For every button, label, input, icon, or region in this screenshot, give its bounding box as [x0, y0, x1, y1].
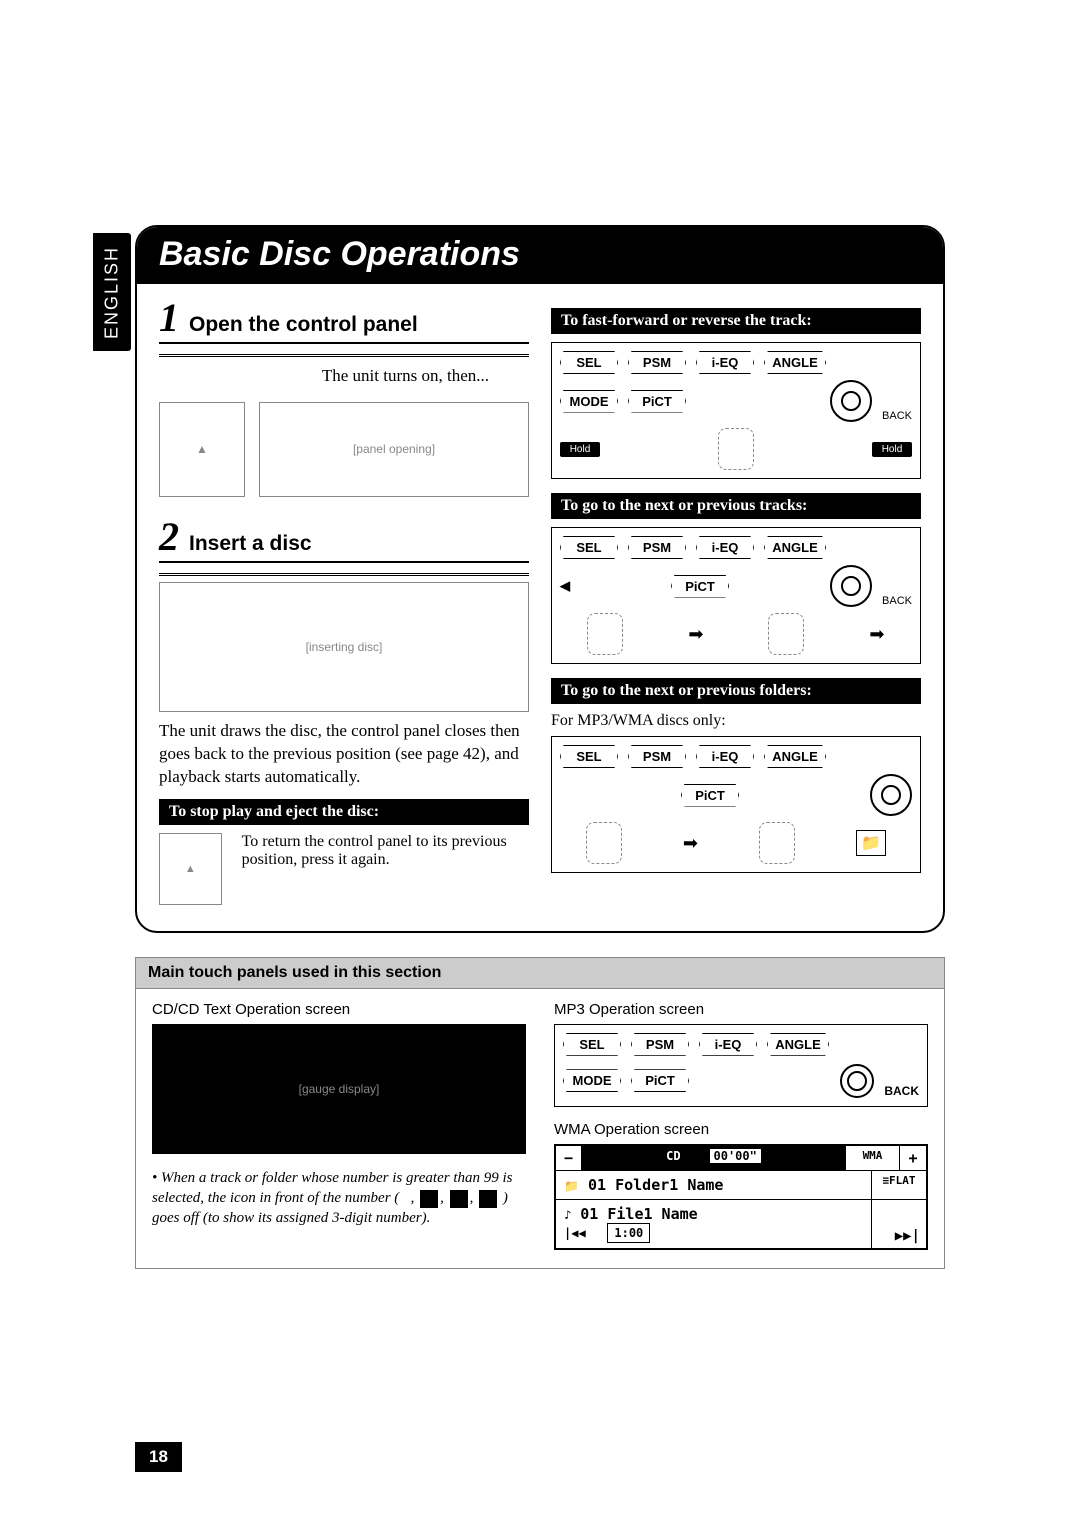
- pict-button[interactable]: PiCT: [631, 1069, 689, 1092]
- plus-button[interactable]: +: [900, 1146, 926, 1170]
- pict-button[interactable]: PiCT: [671, 575, 729, 598]
- folder-line: 01 Folder1 Name: [588, 1176, 723, 1194]
- dial-icon[interactable]: [830, 565, 872, 607]
- angle-button[interactable]: ANGLE: [767, 1033, 829, 1056]
- mp3-operation-screen: SEL PSM i-EQ ANGLE MODE PiCT BACK: [554, 1024, 928, 1107]
- step-1-text: The unit turns on, then...: [159, 365, 529, 388]
- mp3-screen-caption: MP3 Operation screen: [554, 1001, 928, 1018]
- sel-button[interactable]: SEL: [560, 536, 618, 559]
- angle-button[interactable]: ANGLE: [764, 536, 826, 559]
- page-number: 18: [135, 1442, 182, 1472]
- forward-arrow-icon: ➡: [683, 833, 698, 854]
- wma-operation-screen: − CD 00'00" WMA + 📁 01 Folder1 Name: [554, 1144, 928, 1250]
- touch-panels-box: Main touch panels used in this section C…: [135, 957, 945, 1269]
- next-track-panel-illustration: SEL PSM i-EQ ANGLE ◀ PiCT BACK: [551, 527, 921, 664]
- note-icon: [420, 1190, 438, 1208]
- cd-label: CD: [666, 1149, 680, 1163]
- dial-icon[interactable]: [840, 1064, 874, 1098]
- ieq-button[interactable]: i-EQ: [696, 536, 754, 559]
- step-2-header: 2 Insert a disc: [159, 517, 529, 563]
- pict-button[interactable]: PiCT: [681, 784, 739, 807]
- dial-icon[interactable]: [830, 380, 872, 422]
- eject-note: To return the control panel to its previ…: [242, 833, 529, 869]
- sel-button[interactable]: SEL: [560, 745, 618, 768]
- main-instruction-box: Basic Disc Operations 1 Open the control…: [135, 225, 945, 933]
- language-tab: ENGLISH: [93, 233, 131, 351]
- next-folder-panel-illustration: SEL PSM i-EQ ANGLE PiCT: [551, 736, 921, 873]
- next-folder-bar: To go to the next or previous folders:: [551, 678, 921, 704]
- ieq-button[interactable]: i-EQ: [696, 351, 754, 374]
- sel-button[interactable]: SEL: [560, 351, 618, 374]
- ieq-button[interactable]: i-EQ: [699, 1033, 757, 1056]
- elapsed-time: 1:00: [607, 1223, 650, 1243]
- bottom-left-column: CD/CD Text Operation screen [gauge displ…: [152, 1001, 526, 1250]
- ff-panel-illustration: SEL PSM i-EQ ANGLE MODE PiCT BACK: [551, 342, 921, 479]
- pict-button[interactable]: PiCT: [628, 390, 686, 413]
- hand-cursor-icon: [586, 822, 622, 864]
- hand-cursor-icon: [768, 613, 804, 655]
- next-track-bar: To go to the next or previous tracks:: [551, 493, 921, 519]
- open-panel-illustration: [panel opening]: [259, 402, 529, 497]
- eject-press-illustration: ▲: [159, 833, 222, 905]
- insert-disc-illustration: [inserting disc]: [159, 582, 529, 712]
- cd-operation-screen: [gauge display]: [152, 1024, 526, 1154]
- bottom-right-column: MP3 Operation screen SEL PSM i-EQ ANGLE …: [554, 1001, 928, 1250]
- touch-panels-header: Main touch panels used in this section: [136, 958, 944, 989]
- sel-button[interactable]: SEL: [563, 1033, 621, 1056]
- step-2-number: 2: [159, 517, 179, 557]
- hand-cursor-icon: [718, 428, 754, 470]
- step-1-title: Open the control panel: [189, 313, 418, 337]
- step-1-header: 1 Open the control panel: [159, 298, 529, 344]
- track-number-note: • When a track or folder whose number is…: [152, 1168, 526, 1229]
- file-line: 01 File1 Name: [580, 1205, 697, 1223]
- eq-label: ≡FLAT: [872, 1171, 926, 1199]
- eject-bar: To stop play and eject the disc:: [159, 799, 529, 825]
- step-1-number: 1: [159, 298, 179, 338]
- back-label: BACK: [884, 1084, 919, 1098]
- hold-indicator-left: Hold: [560, 442, 600, 457]
- wma-screen-caption: WMA Operation screen: [554, 1121, 928, 1138]
- mode-button[interactable]: MODE: [560, 390, 618, 413]
- prev-arrow-icon[interactable]: ◀: [560, 578, 570, 594]
- ieq-button[interactable]: i-EQ: [696, 745, 754, 768]
- angle-button[interactable]: ANGLE: [764, 745, 826, 768]
- psm-button[interactable]: PSM: [631, 1033, 689, 1056]
- eject-button-illustration: ▲: [159, 402, 245, 497]
- psm-button[interactable]: PSM: [628, 351, 686, 374]
- psm-button[interactable]: PSM: [628, 745, 686, 768]
- prev-track-button[interactable]: |◀◀: [564, 1226, 586, 1240]
- psm-button[interactable]: PSM: [628, 536, 686, 559]
- hand-cursor-icon: [759, 822, 795, 864]
- back-label: BACK: [882, 595, 912, 607]
- folder-note: For MP3/WMA discs only:: [551, 712, 921, 730]
- track-time: 00'00": [710, 1149, 761, 1163]
- back-label: BACK: [882, 410, 912, 422]
- fast-forward-bar: To fast-forward or reverse the track:: [551, 308, 921, 334]
- mode-button[interactable]: MODE: [563, 1069, 621, 1092]
- angle-button[interactable]: ANGLE: [764, 351, 826, 374]
- dial-icon[interactable]: [870, 774, 912, 816]
- forward-arrow-icon: ➡: [688, 624, 703, 645]
- next-track-button[interactable]: ▶▶|: [895, 1228, 920, 1244]
- left-column: 1 Open the control panel The unit turns …: [159, 298, 529, 905]
- step-2-text: The unit draws the disc, the control pan…: [159, 720, 529, 789]
- page-title-banner: Basic Disc Operations: [137, 227, 943, 284]
- hold-indicator-right: Hold: [872, 442, 912, 457]
- right-column: To fast-forward or reverse the track: SE…: [551, 298, 921, 905]
- folder-icon: [479, 1190, 497, 1208]
- step-2-title: Insert a disc: [189, 532, 312, 556]
- hand-cursor-icon: [587, 613, 623, 655]
- disc-icon: [450, 1190, 468, 1208]
- minus-button[interactable]: −: [556, 1146, 582, 1170]
- forward-arrow-icon: ➡: [869, 624, 884, 645]
- cd-screen-caption: CD/CD Text Operation screen: [152, 1001, 526, 1018]
- folder-icon: 📁: [856, 830, 886, 856]
- codec-label: WMA: [846, 1146, 900, 1170]
